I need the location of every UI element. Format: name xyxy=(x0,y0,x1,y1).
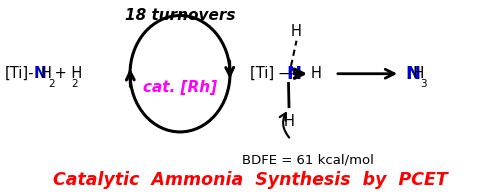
Text: 2: 2 xyxy=(72,79,78,89)
Text: N: N xyxy=(286,65,301,83)
Text: H: H xyxy=(413,66,424,81)
Text: [Ti] —: [Ti] — xyxy=(250,66,294,81)
Text: N: N xyxy=(34,66,46,81)
Text: 2: 2 xyxy=(48,79,54,89)
Text: Catalytic  Ammonia  Synthesis  by  PCET: Catalytic Ammonia Synthesis by PCET xyxy=(52,171,448,189)
Text: + H: + H xyxy=(50,66,82,81)
Text: H: H xyxy=(41,66,52,81)
Text: H: H xyxy=(310,66,322,81)
Text: H: H xyxy=(284,114,294,129)
Text: 18 turnovers: 18 turnovers xyxy=(125,8,236,23)
Text: 3: 3 xyxy=(420,79,427,89)
Text: N: N xyxy=(405,65,420,83)
Text: [Ti]-: [Ti]- xyxy=(5,66,34,81)
Text: H: H xyxy=(291,24,302,39)
Text: BDFE = 61 kcal/mol: BDFE = 61 kcal/mol xyxy=(242,153,374,167)
Text: cat. [Rh]: cat. [Rh] xyxy=(143,80,217,95)
FancyArrowPatch shape xyxy=(280,113,289,138)
